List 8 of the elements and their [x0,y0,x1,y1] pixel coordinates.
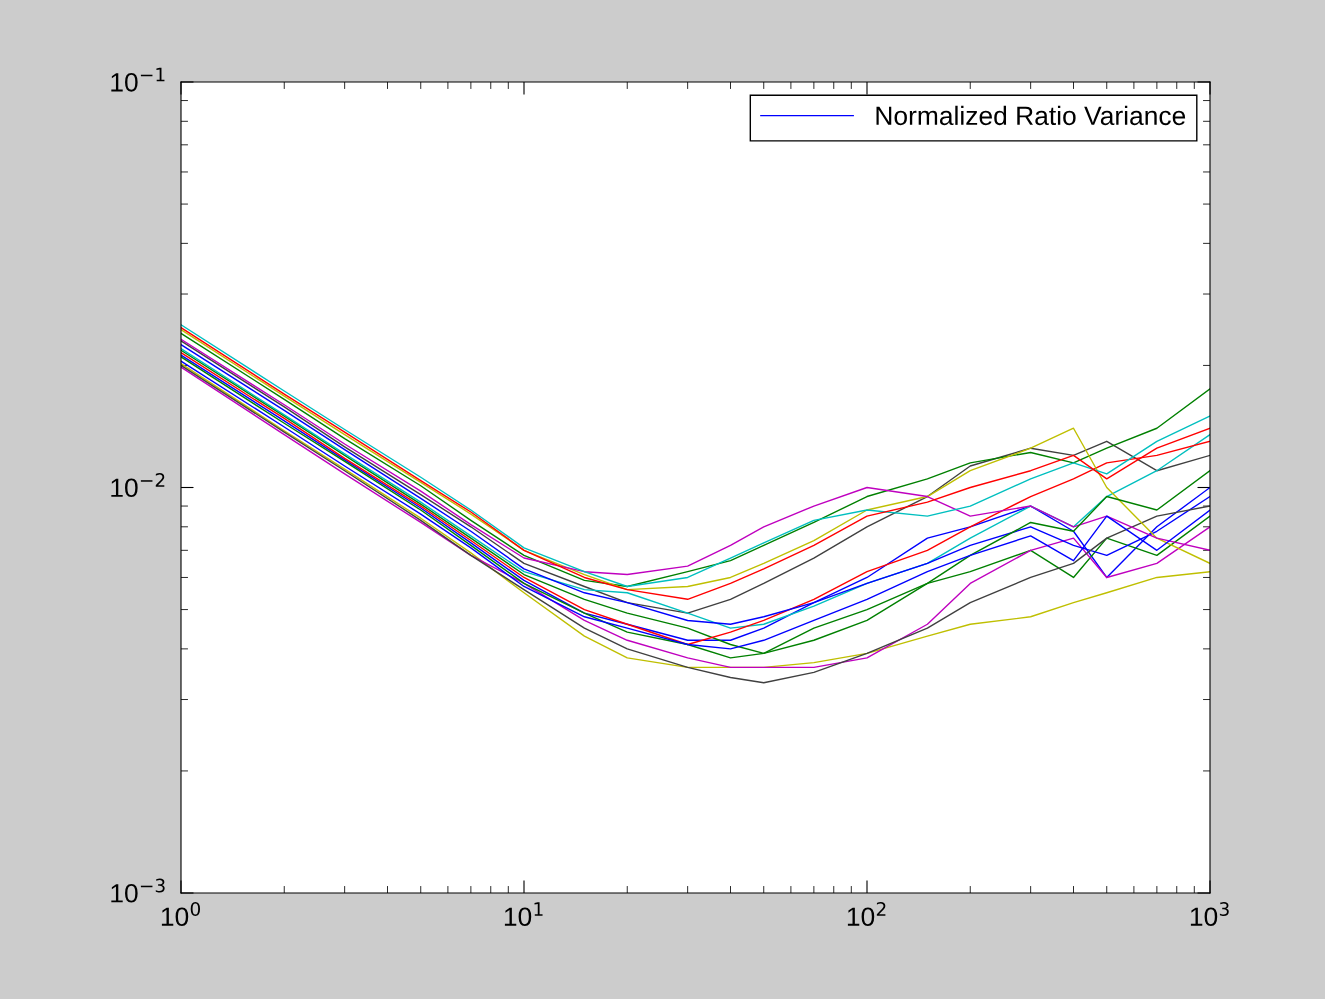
y-tick-label: 10$^{−2}$ [111,473,165,498]
y-tick-label: 10$^{−1}$ [111,67,165,92]
x-tick-label: 10$^{0}$ [161,902,201,927]
x-tick-label: 10$^{3}$ [1190,902,1229,927]
y-tick-label: 10$^{−3}$ [111,878,165,903]
legend-label: Normalized Ratio Variance [876,105,1186,126]
x-tick-label: 10$^{2}$ [847,902,886,927]
x-tick-label: 10$^{1}$ [504,902,543,927]
